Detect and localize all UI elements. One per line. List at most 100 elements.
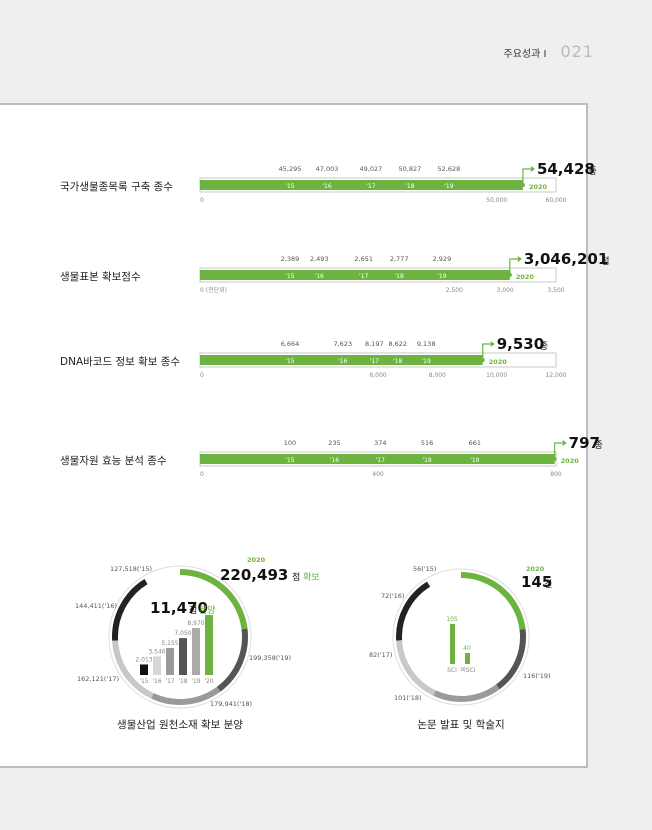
final-unit: 건	[544, 579, 552, 590]
year-label: '18	[405, 183, 414, 190]
inner-unit: 점	[189, 604, 197, 616]
year-value: 8,622	[388, 340, 407, 348]
final-year: 2020	[526, 565, 545, 573]
tick-label: 0 (천단위)	[200, 286, 227, 294]
tick-label: 400	[372, 471, 384, 478]
ring-label: 179,941('18)	[210, 700, 252, 708]
donut2-segment	[433, 684, 500, 702]
arrow-head	[562, 440, 567, 446]
year-value: 2,389	[281, 255, 300, 263]
year-label: '15	[285, 183, 294, 190]
inner-bar	[166, 648, 174, 675]
year-label: '15	[285, 457, 294, 464]
tick-label: 3,000	[497, 287, 514, 294]
year-value: 2,493	[310, 255, 329, 263]
final-year: 2020	[561, 457, 580, 465]
bar-fill	[200, 180, 523, 190]
tick-label: 50,000	[486, 197, 507, 204]
year-label: '16	[315, 273, 324, 280]
inner-year: '18	[178, 678, 187, 685]
final-year: 2020	[529, 183, 548, 191]
arrow-head	[490, 341, 495, 347]
year-value: 49,027	[360, 165, 383, 173]
bar-fill	[200, 270, 510, 280]
year-label: '17	[370, 358, 379, 365]
ring-label: 144,411('16)	[75, 602, 117, 610]
year-label: '19	[470, 457, 479, 464]
inner-year: '17	[165, 678, 174, 685]
tick-label: 0	[200, 372, 204, 379]
year-label: '16	[338, 358, 347, 365]
final-value: 145	[521, 573, 552, 591]
final-tag: 확보	[303, 571, 320, 583]
inner-tag: 분양	[199, 605, 216, 616]
final-year: 2020	[516, 273, 535, 281]
arrow-head	[517, 256, 522, 262]
ring-label: 127,518('15)	[110, 565, 152, 573]
inner-bar	[205, 615, 213, 675]
inner-bar-value: 5,155	[161, 640, 178, 647]
tick-label: 800	[550, 471, 562, 478]
year-label: '17	[366, 183, 375, 190]
year-label: '16	[330, 457, 339, 464]
inner-bar	[153, 656, 161, 675]
inner-year: '19	[191, 678, 200, 685]
sci-bar	[450, 624, 455, 664]
final-unit: 점	[601, 255, 609, 267]
nonsci-bar	[465, 653, 470, 664]
final-unit: 종	[540, 341, 548, 352]
inner-bar	[192, 628, 200, 675]
final-arrow	[482, 343, 491, 360]
row-label: 생물표본 확보점수	[60, 270, 141, 283]
final-year: 2020	[247, 556, 266, 564]
bar-fill	[200, 454, 555, 464]
donut1-segment	[151, 686, 221, 705]
donut1-title: 생물산업 원천소재 확보 분양	[117, 718, 243, 731]
year-value: 2,929	[433, 255, 452, 263]
bar-fill	[200, 355, 483, 365]
year-value: 52,628	[438, 165, 461, 173]
year-value: 235	[328, 439, 340, 447]
year-value: 7,623	[333, 340, 352, 348]
year-value: 45,295	[279, 165, 302, 173]
inner-bar	[140, 664, 148, 675]
ring-label: 162,121('17)	[77, 675, 119, 683]
year-value: 9,138	[417, 340, 436, 348]
row-label: 국가생물종목록 구축 종수	[60, 181, 173, 193]
donut2-segment	[396, 581, 431, 641]
year-value: 2,651	[354, 255, 373, 263]
tick-label: 8,000	[429, 372, 446, 379]
donut1-segment	[112, 579, 148, 641]
row-label: DNA바코드 정보 확보 종수	[60, 355, 180, 368]
year-value: 374	[374, 439, 386, 447]
year-label: '19	[422, 358, 431, 365]
donut2-title: 논문 발표 및 학술지	[417, 719, 504, 731]
year-label: '17	[376, 457, 385, 464]
final-arrow	[509, 258, 518, 275]
inner-value: 11,470	[150, 599, 208, 617]
tick-label: 10,000	[486, 372, 507, 379]
inner-year: '20	[204, 678, 213, 685]
ring-label: 72('16)	[381, 592, 404, 600]
final-arrow	[522, 168, 531, 185]
donut1-outer-ring	[108, 565, 252, 709]
inner-bar-value: 3,546	[148, 648, 165, 655]
year-label: '19	[444, 183, 453, 190]
inner-year: '16	[152, 678, 161, 685]
row-label: 생물자원 효능 분석 종수	[60, 455, 167, 467]
year-label: '17	[359, 273, 368, 280]
sci-value: 105	[446, 616, 458, 623]
inner-bar	[179, 638, 187, 675]
content-card	[0, 103, 588, 768]
inner-bar-value: 2,013	[135, 656, 152, 663]
ring-label: 82('17)	[369, 651, 392, 659]
year-label: '19	[437, 273, 446, 280]
inner-year: '15	[139, 678, 148, 685]
year-value: 661	[469, 439, 481, 447]
tick-label: 3,500	[547, 287, 564, 294]
ring-label: 199,358('19)	[249, 654, 291, 662]
ring-label: 101('18)	[394, 694, 422, 702]
final-value: 54,428	[537, 160, 595, 178]
ring-label: 116('19)	[523, 672, 551, 680]
